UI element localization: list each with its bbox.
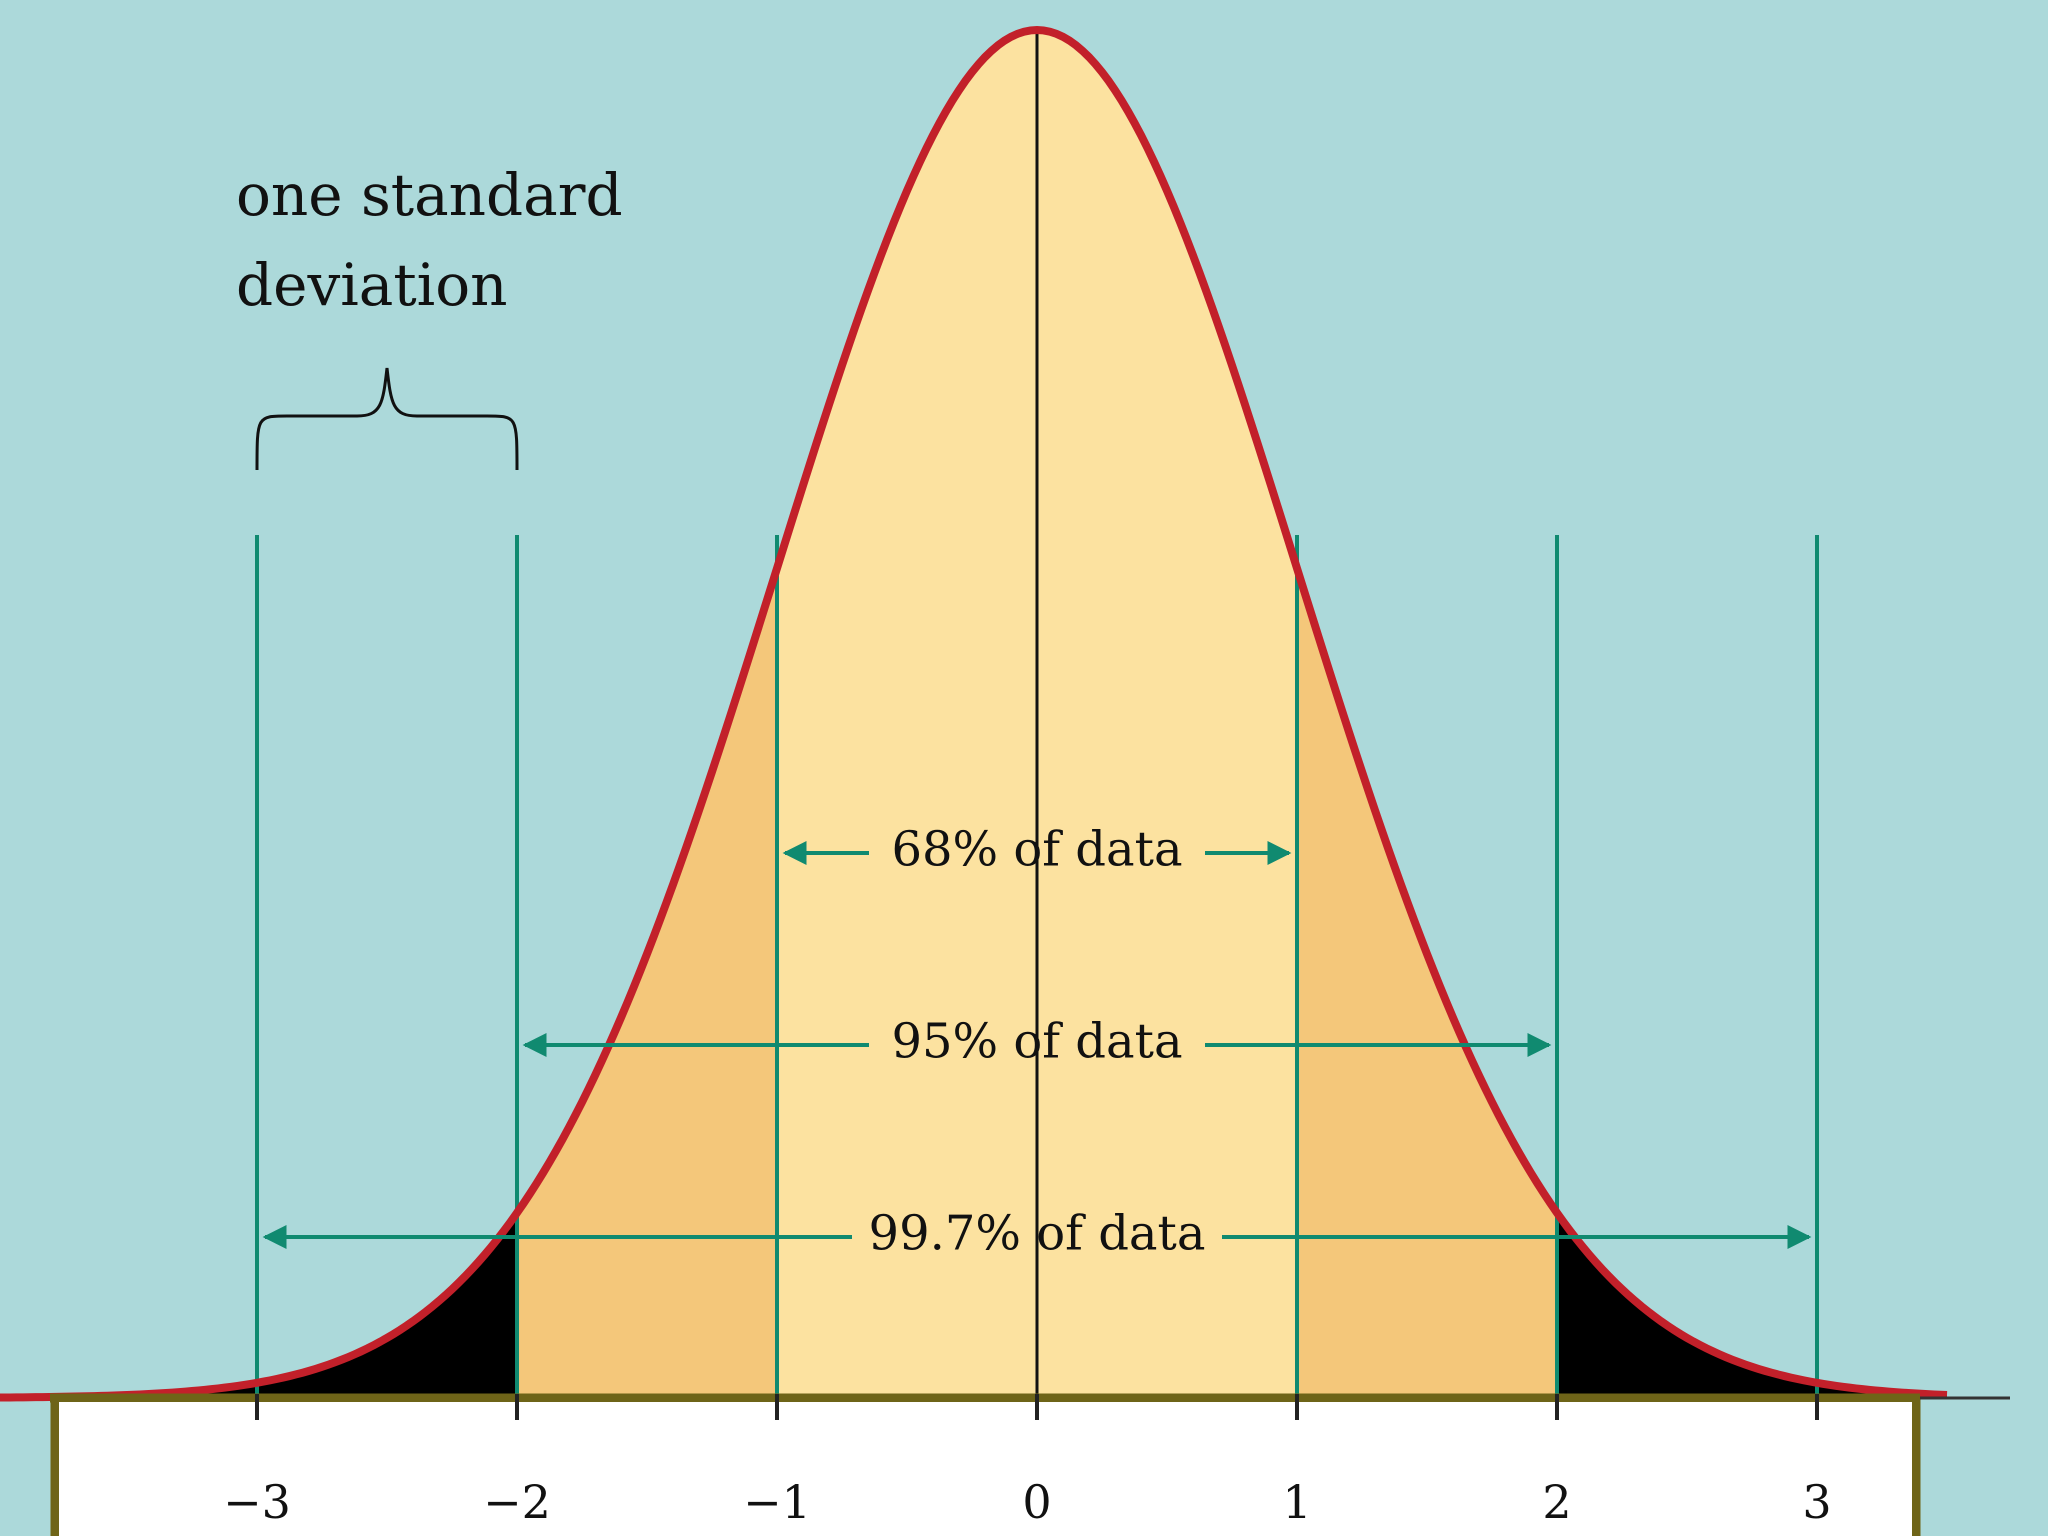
sigma-guide-lines [255,535,1819,1398]
annotation-line-2: deviation [236,251,507,319]
range-label-1: 68% of data [891,822,1182,878]
range-label-2: 95% of data [891,1014,1182,1070]
x-tick-label: 2 [1542,1475,1571,1529]
brace-icon [255,367,519,471]
x-tick-label: 1 [1282,1475,1311,1529]
range-arrows: 68% of data 95% of data 99.7% of data [262,822,1812,1262]
x-tick-label: −3 [223,1475,291,1529]
x-tick-label: 3 [1802,1475,1831,1529]
x-axis: −3 −2 −1 0 1 2 3 [50,1393,2010,1536]
range-label-3: 99.7% of data [869,1206,1206,1262]
axis-panel [59,1402,1912,1536]
tail-left-fill [0,1212,517,1398]
tail-right-fill [1557,1212,1947,1398]
annotation-line-1: one standard [236,161,623,229]
std-dev-annotation: one standard deviation [236,161,623,471]
x-tick-label: −2 [483,1475,551,1529]
x-tick-label: 0 [1022,1475,1051,1529]
x-tick-label: −1 [743,1475,811,1529]
density-curve [0,25,1948,1402]
